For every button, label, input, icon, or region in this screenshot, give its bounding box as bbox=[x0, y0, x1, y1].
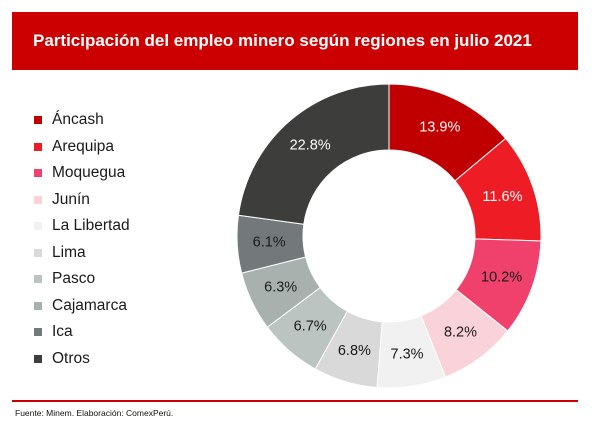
slice-value-label: 6.1% bbox=[253, 235, 286, 251]
legend-label: Junín bbox=[52, 190, 90, 208]
legend-label: Ica bbox=[52, 323, 73, 341]
legend-item: Pasco bbox=[34, 266, 224, 293]
legend-swatch bbox=[34, 169, 42, 178]
legend-item: Cajamarca bbox=[34, 293, 224, 320]
legend-swatch bbox=[34, 222, 42, 231]
legend-swatch bbox=[34, 328, 42, 337]
legend-swatch bbox=[34, 275, 42, 284]
legend-swatch bbox=[34, 248, 42, 257]
legend-swatch bbox=[34, 116, 42, 125]
slice-value-label: 10.2% bbox=[481, 270, 522, 286]
legend-swatch bbox=[34, 301, 42, 310]
slice-value-label: 6.7% bbox=[294, 318, 327, 334]
slice-value-label: 6.8% bbox=[338, 343, 371, 359]
legend-swatch bbox=[34, 354, 42, 363]
legend-item: Áncash bbox=[34, 107, 224, 134]
title-bar: Participación del empleo minero según re… bbox=[12, 12, 578, 70]
legend-item: La Libertad bbox=[34, 213, 224, 240]
legend-swatch bbox=[34, 142, 42, 151]
legend-label: Lima bbox=[52, 243, 86, 261]
legend-label: La Libertad bbox=[52, 217, 130, 235]
legend-item: Arequipa bbox=[34, 134, 224, 161]
legend-label: Moquegua bbox=[52, 164, 126, 182]
legend-item: Otros bbox=[34, 346, 224, 373]
slice-value-label: 13.9% bbox=[419, 119, 460, 135]
slice-value-label: 11.6% bbox=[482, 189, 522, 205]
legend-item: Junín bbox=[34, 187, 224, 214]
legend-label: Áncash bbox=[52, 111, 104, 129]
legend-label: Otros bbox=[52, 349, 90, 367]
legend-swatch bbox=[34, 195, 42, 204]
slice-value-label: 6.3% bbox=[264, 280, 297, 296]
legend-label: Arequipa bbox=[52, 137, 115, 155]
legend-item: Lima bbox=[34, 240, 224, 267]
donut-slice bbox=[237, 83, 390, 225]
bottom-divider bbox=[12, 400, 578, 402]
legend-label: Cajamarca bbox=[52, 296, 127, 314]
legend-item: Ica bbox=[34, 319, 224, 346]
chart-title: Participación del empleo minero según re… bbox=[33, 31, 532, 50]
source-note: Fuente: Minem. Elaboración: ComexPerú. bbox=[15, 408, 174, 418]
chart-legend: Áncash Arequipa Moquegua Junín La Libertad Li… bbox=[34, 107, 224, 372]
legend-item: Moquegua bbox=[34, 160, 224, 187]
slice-value-label: 22.8% bbox=[290, 138, 331, 154]
legend-label: Pasco bbox=[52, 270, 96, 288]
slice-value-label: 8.2% bbox=[444, 324, 477, 340]
slice-value-label: 7.3% bbox=[391, 347, 424, 363]
